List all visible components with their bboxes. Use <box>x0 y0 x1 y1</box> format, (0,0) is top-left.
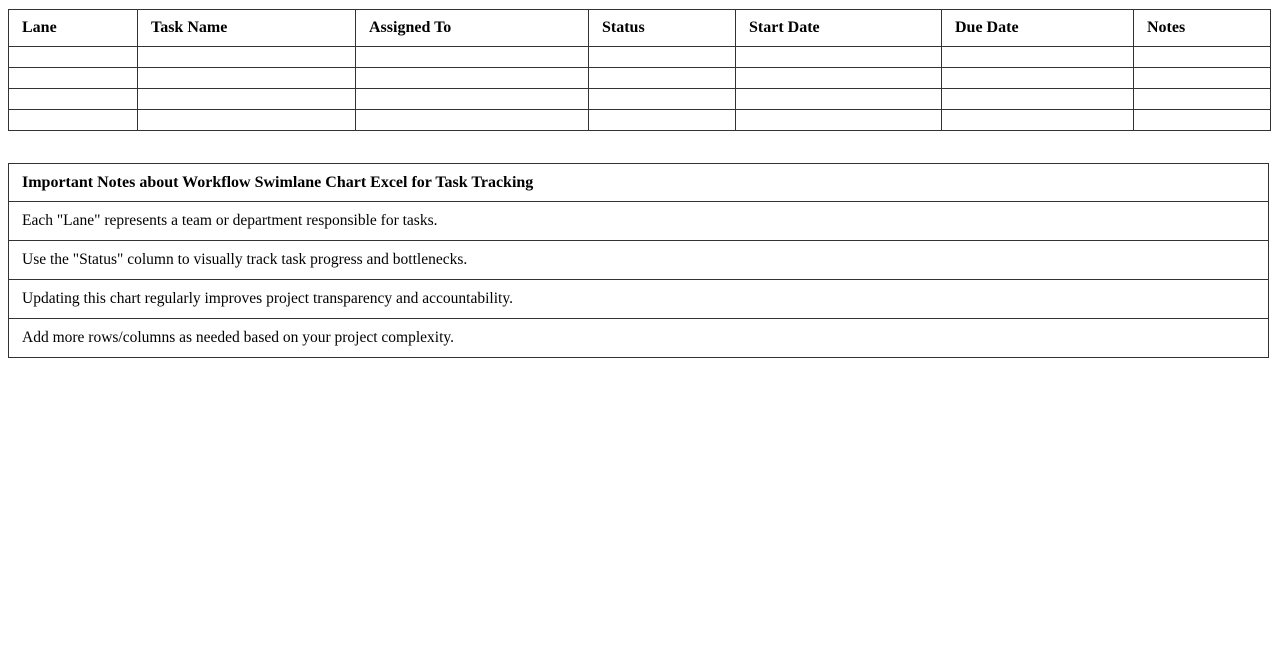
empty-cell <box>588 109 736 131</box>
task-tracking-table: Lane Task Name Assigned To Status Start … <box>8 9 1271 131</box>
column-header-due-date: Due Date <box>941 9 1134 47</box>
empty-cell <box>8 88 138 110</box>
empty-cell <box>1133 109 1271 131</box>
empty-cell <box>1133 88 1271 110</box>
empty-cell <box>941 46 1134 68</box>
empty-cell <box>941 109 1134 131</box>
empty-cell <box>8 46 138 68</box>
task-table-header-row: Lane Task Name Assigned To Status Start … <box>8 9 1271 47</box>
empty-cell <box>137 67 356 89</box>
empty-cell <box>941 88 1134 110</box>
note-text: Updating this chart regularly improves p… <box>8 279 1269 319</box>
empty-cell <box>941 67 1134 89</box>
empty-cell <box>8 67 138 89</box>
empty-cell <box>588 88 736 110</box>
note-text: Add more rows/columns as needed based on… <box>8 318 1269 358</box>
note-row: Use the "Status" column to visually trac… <box>8 240 1269 280</box>
empty-cell <box>735 88 942 110</box>
note-text: Each "Lane" represents a team or departm… <box>8 201 1269 241</box>
column-header-assigned-to: Assigned To <box>355 9 589 47</box>
note-row: Each "Lane" represents a team or departm… <box>8 201 1269 241</box>
empty-cell <box>588 46 736 68</box>
task-table-empty-row <box>8 67 1271 89</box>
empty-cell <box>735 109 942 131</box>
column-header-lane: Lane <box>8 9 138 47</box>
notes-table-title: Important Notes about Workflow Swimlane … <box>8 163 1269 202</box>
column-header-start-date: Start Date <box>735 9 942 47</box>
note-row: Add more rows/columns as needed based on… <box>8 318 1269 358</box>
task-table-empty-row <box>8 88 1271 110</box>
empty-cell <box>1133 46 1271 68</box>
empty-cell <box>735 46 942 68</box>
column-header-notes: Notes <box>1133 9 1271 47</box>
empty-cell <box>355 67 589 89</box>
empty-cell <box>1133 67 1271 89</box>
empty-cell <box>355 109 589 131</box>
task-table-empty-row <box>8 109 1271 131</box>
empty-cell <box>355 88 589 110</box>
task-table-empty-row <box>8 46 1271 68</box>
empty-cell <box>588 67 736 89</box>
notes-table-title-row: Important Notes about Workflow Swimlane … <box>8 163 1269 202</box>
column-header-status: Status <box>588 9 736 47</box>
note-row: Updating this chart regularly improves p… <box>8 279 1269 319</box>
column-header-task-name: Task Name <box>137 9 356 47</box>
empty-cell <box>137 88 356 110</box>
empty-cell <box>735 67 942 89</box>
empty-cell <box>137 109 356 131</box>
empty-cell <box>8 109 138 131</box>
note-text: Use the "Status" column to visually trac… <box>8 240 1269 280</box>
empty-cell <box>137 46 356 68</box>
empty-cell <box>355 46 589 68</box>
important-notes-table: Important Notes about Workflow Swimlane … <box>8 163 1269 358</box>
